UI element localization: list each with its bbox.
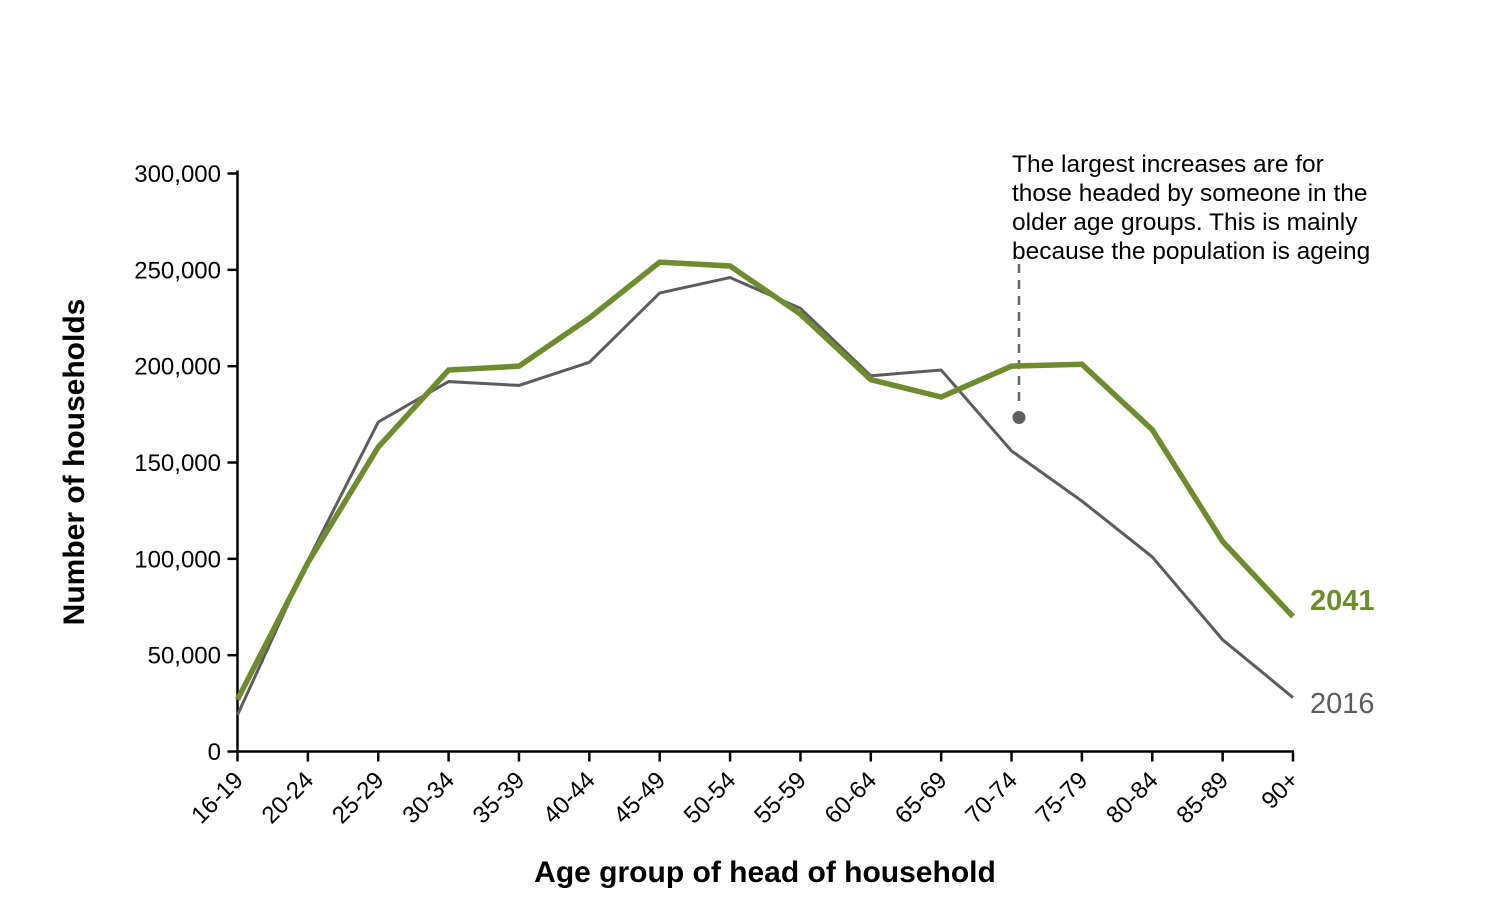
x-tick-label: 65-69 xyxy=(890,767,953,830)
x-tick-label: 55-59 xyxy=(749,767,812,830)
series-label-2016: 2016 xyxy=(1310,688,1375,720)
x-axis-title: Age group of head of household xyxy=(534,856,996,889)
series-line-2041 xyxy=(235,259,1296,701)
x-tick-label: 45-49 xyxy=(608,767,671,830)
x-tick-label: 30-34 xyxy=(397,767,460,830)
y-axis-title: Number of households xyxy=(58,298,91,626)
x-tick-label: 20-24 xyxy=(257,767,320,830)
y-tick-label: 100,000 xyxy=(134,546,221,573)
series-label-2041: 2041 xyxy=(1310,585,1375,617)
x-tick-label: 85-89 xyxy=(1171,767,1234,830)
series-line-2016 xyxy=(236,275,1294,716)
annotation-line-1: The largest increases are for xyxy=(1012,151,1324,178)
x-tick-label: 80-84 xyxy=(1101,767,1164,830)
x-tick-label: 40-44 xyxy=(538,767,601,830)
y-tick-label: 0 xyxy=(208,739,221,766)
y-tick-label: 250,000 xyxy=(134,257,221,284)
x-tick-label: 25-29 xyxy=(327,767,390,830)
y-tick-label: 150,000 xyxy=(134,450,221,477)
x-tick-label: 60-64 xyxy=(820,767,883,830)
annotation-line-2: those headed by someone in the xyxy=(1012,180,1368,207)
x-tick-label: 70-74 xyxy=(960,767,1023,830)
annotation-line-4: because the population is ageing xyxy=(1012,238,1371,265)
x-tick-label: 16-19 xyxy=(186,767,249,830)
x-tick-label: 50-54 xyxy=(679,767,742,830)
annotation-line-3: older age groups. This is mainly xyxy=(1012,209,1358,236)
y-tick-label: 50,000 xyxy=(148,643,221,670)
annotation-pointer-dot xyxy=(1012,411,1026,424)
y-tick-label: 200,000 xyxy=(134,354,221,381)
y-tick-label: 300,000 xyxy=(134,161,221,188)
x-tick-label: 75-79 xyxy=(1031,767,1094,830)
annotation-text: The largest increases are for those head… xyxy=(1012,150,1370,266)
x-tick-label: 35-39 xyxy=(468,767,531,830)
x-tick-label: 90+ xyxy=(1256,767,1304,815)
